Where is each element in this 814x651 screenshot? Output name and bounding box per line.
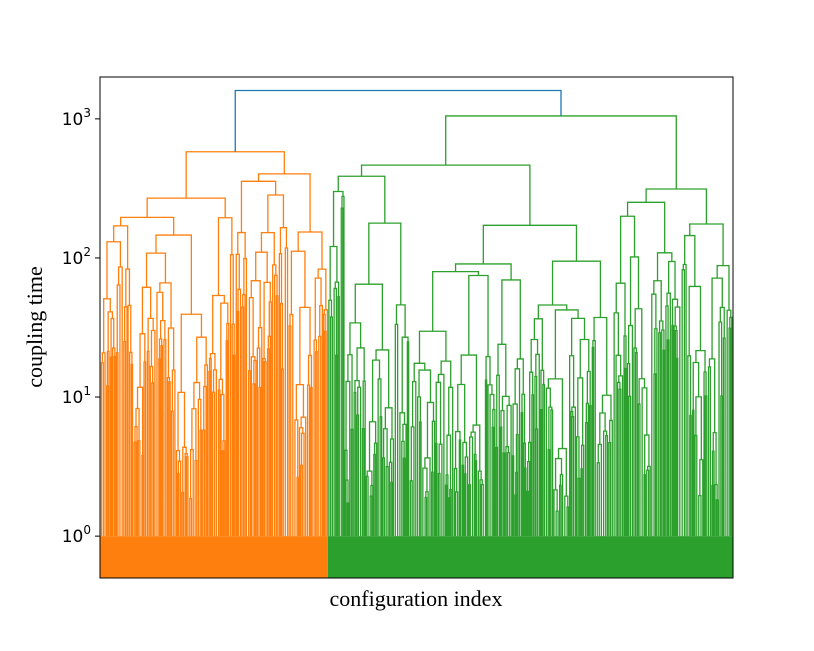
- y-tick-label: 102: [62, 245, 91, 269]
- leaf-band: [327, 536, 733, 578]
- y-tick-exponent: 3: [83, 106, 91, 120]
- dendrogram-links: [234, 89, 562, 152]
- y-tick-label: 103: [62, 106, 91, 130]
- y-tick-base: 10: [62, 388, 84, 408]
- leaf-band: [100, 536, 328, 578]
- dendrogram-links: [100, 151, 329, 537]
- dendrogram-links: [328, 115, 733, 537]
- y-tick-exponent: 0: [83, 523, 91, 537]
- dendrogram-branches: [100, 89, 733, 578]
- axes-frame: [99, 76, 734, 579]
- y-tick-base: 10: [62, 249, 84, 269]
- y-tick-label: 100: [62, 523, 91, 547]
- y-tick-exponent: 2: [83, 245, 91, 259]
- plot-area: [100, 89, 733, 578]
- y-tick-base: 10: [62, 527, 84, 547]
- y-tick-label: 101: [62, 384, 91, 408]
- y-tick-exponent: 1: [83, 384, 91, 398]
- y-axis-label: coupling time: [22, 266, 47, 388]
- y-tick-base: 10: [62, 110, 84, 130]
- x-axis-label: configuration index: [330, 586, 503, 611]
